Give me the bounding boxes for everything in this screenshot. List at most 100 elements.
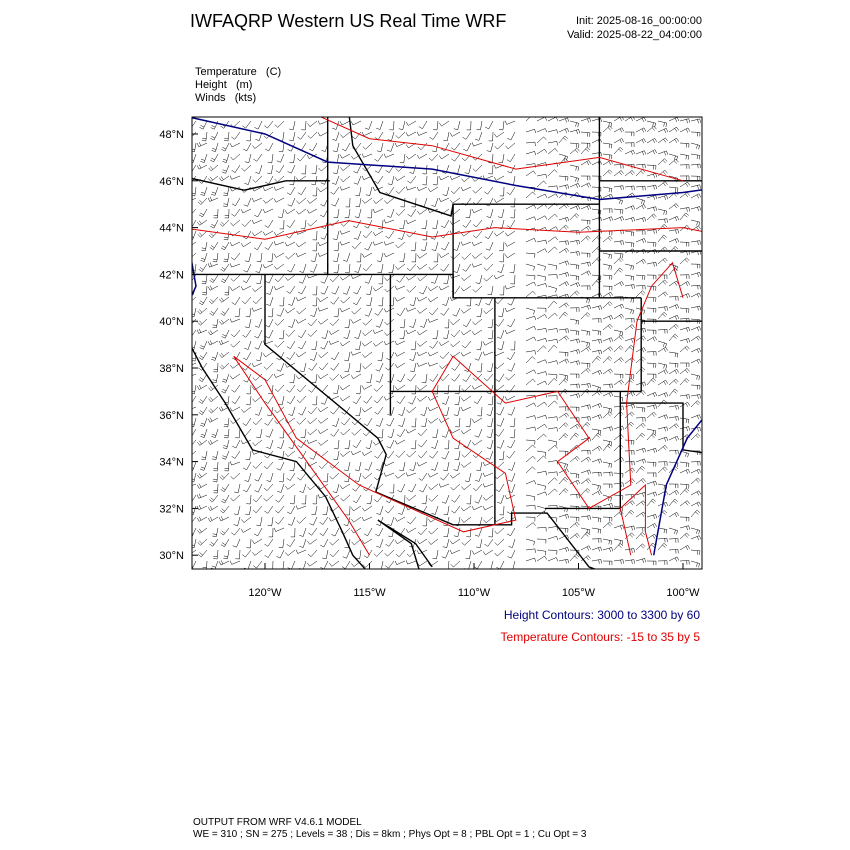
wind-barb [646, 491, 658, 497]
wind-barb [197, 219, 208, 226]
wind-barb [422, 516, 428, 527]
wind-barb [353, 285, 362, 295]
wind-barb [416, 351, 428, 357]
wind-barb [307, 560, 318, 567]
wind-barb [461, 153, 472, 161]
wind-barb [267, 252, 274, 263]
wind-barb [254, 318, 263, 328]
wind-barb [263, 461, 274, 470]
wind-barb [395, 538, 406, 544]
wind-barb [495, 318, 505, 327]
wind-barb [417, 142, 428, 150]
wind-barb [569, 393, 580, 399]
wind-barb [591, 384, 601, 392]
wind-barb [569, 148, 580, 155]
wind-barb [441, 494, 450, 504]
wind-barb [427, 318, 439, 323]
wind-barb [419, 483, 428, 493]
wind-barb [222, 439, 230, 449]
wind-barb [340, 483, 351, 490]
wind-barb [196, 516, 208, 522]
wind-barb [276, 307, 285, 317]
wind-barb [279, 428, 285, 439]
wind-barb [221, 494, 230, 504]
wind-barb [580, 261, 591, 267]
wind-barb [331, 197, 340, 207]
wind-barb [207, 439, 219, 445]
wind-barb [233, 516, 241, 526]
wind-barb [646, 307, 657, 313]
wind-barb [580, 449, 591, 455]
wind-barb [438, 340, 450, 346]
wind-barb [219, 351, 230, 358]
wind-barb [461, 461, 472, 468]
wind-barb [394, 516, 406, 522]
wind-barb [362, 472, 373, 479]
wind-barb [536, 450, 547, 457]
wind-barb [657, 279, 668, 287]
wind-barb [657, 510, 668, 518]
wind-barb [307, 329, 318, 337]
wind-barb [417, 538, 428, 545]
wind-barb [569, 554, 580, 562]
wind-barb [372, 208, 384, 213]
wind-barb [311, 164, 318, 175]
wind-barb [339, 120, 351, 126]
wind-barb [569, 383, 580, 389]
wind-barb [657, 445, 668, 452]
wind-barb [442, 296, 450, 306]
wind-barb [613, 216, 625, 222]
wind-barb [208, 296, 219, 304]
wind-barb [558, 468, 570, 474]
wind-barb [690, 414, 702, 420]
wind-barb [275, 505, 285, 514]
wind-barb [319, 516, 329, 525]
wind-barb [547, 141, 558, 146]
wind-barb [221, 142, 230, 152]
wind-barb [318, 406, 329, 413]
wind-barb [344, 351, 351, 362]
wind-barb [624, 324, 635, 331]
wind-barb [285, 549, 296, 556]
wind-barb [558, 461, 568, 469]
wind-barb [525, 204, 537, 210]
wind-barb [300, 219, 307, 230]
wind-barb [198, 296, 208, 306]
wind-barb [547, 471, 558, 476]
wind-barb [362, 538, 373, 544]
wind-barb [635, 259, 646, 265]
wind-barb [285, 274, 296, 281]
wind-barb [256, 351, 263, 362]
wind-barb [453, 527, 461, 537]
wind-barb [486, 406, 494, 416]
wind-barb [344, 362, 351, 373]
wind-barb [197, 197, 208, 205]
wind-barb [202, 285, 208, 296]
wind-barb [308, 362, 318, 371]
wind-barb [354, 263, 362, 273]
wind-barb [199, 120, 208, 130]
wind-barb [453, 120, 461, 130]
wind-barb [231, 384, 241, 393]
wind-barb [690, 153, 701, 160]
wind-barb [361, 252, 373, 258]
wind-barb [405, 219, 417, 224]
wind-barb [267, 516, 274, 527]
wind-barb [635, 274, 646, 280]
wind-barb [536, 555, 547, 562]
wind-barb [646, 138, 658, 144]
wind-barb [320, 197, 329, 207]
wind-barb [558, 260, 570, 266]
wind-barb [212, 373, 219, 384]
wind-barb [298, 274, 307, 284]
wind-barb [496, 417, 505, 427]
wind-barb [343, 252, 351, 262]
wind-barb [460, 241, 472, 246]
wind-barb [509, 417, 516, 428]
wind-barb [252, 505, 263, 514]
wind-barb [547, 285, 557, 293]
wind-barb [450, 252, 461, 260]
wind-barb [264, 549, 274, 558]
wind-barb [668, 126, 679, 133]
wind-barb [580, 545, 592, 551]
